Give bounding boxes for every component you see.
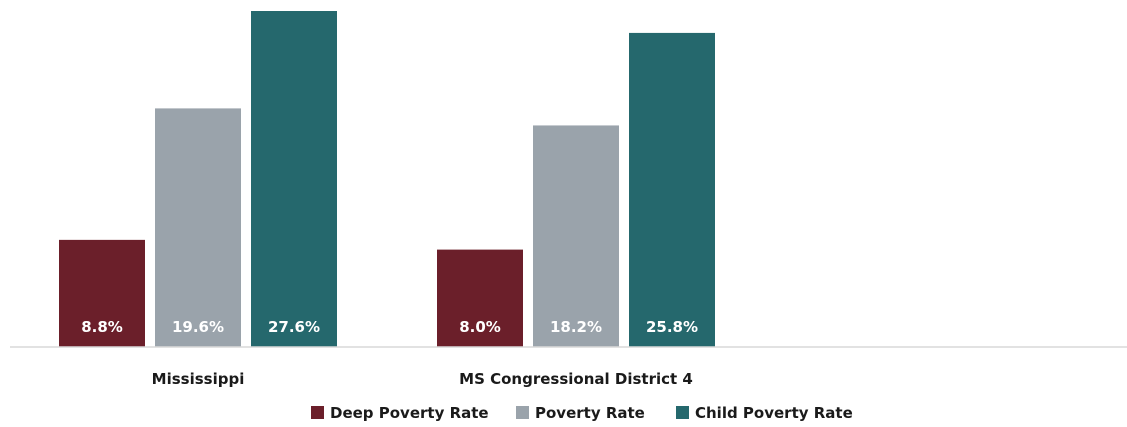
data-label: 25.8%: [646, 318, 698, 336]
bar-poverty-rate-1: [533, 125, 619, 347]
category-label: Mississippi: [152, 370, 245, 388]
data-labels-layer: 8.8% 19.6% 27.6% 8.0% 18.2% 25.8%: [81, 318, 698, 336]
legend: Deep Poverty Rate Poverty Rate Child Pover…: [311, 404, 853, 422]
legend-swatch: [676, 406, 689, 419]
category-label: MS Congressional District 4: [459, 370, 693, 388]
bar-child-poverty-rate-1: [629, 32, 715, 347]
data-label: 8.8%: [81, 318, 123, 336]
legend-label: Poverty Rate: [535, 404, 645, 422]
data-label: 8.0%: [459, 318, 501, 336]
data-label: 19.6%: [172, 318, 224, 336]
bars-layer: [59, 11, 715, 348]
legend-label: Deep Poverty Rate: [330, 404, 489, 422]
data-label: 18.2%: [550, 318, 602, 336]
legend-swatch: [311, 406, 324, 419]
category-labels-layer: Mississippi MS Congressional District 4: [152, 370, 693, 388]
legend-swatch: [516, 406, 529, 419]
legend-label: Child Poverty Rate: [695, 404, 853, 422]
bar-poverty-rate-0: [155, 108, 241, 348]
bar-deep-poverty-rate-0: [59, 239, 145, 347]
bar-deep-poverty-rate-1: [437, 249, 523, 347]
bar-child-poverty-rate-0: [251, 11, 337, 347]
data-label: 27.6%: [268, 318, 320, 336]
